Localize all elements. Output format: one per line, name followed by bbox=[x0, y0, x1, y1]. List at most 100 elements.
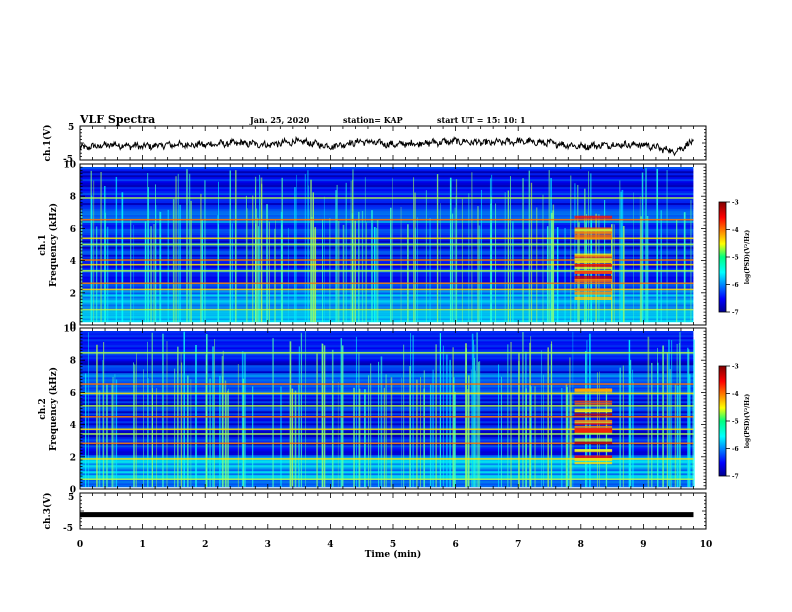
spectrogram-band bbox=[80, 237, 694, 240]
spectrogram-ytick-label: 0 bbox=[70, 322, 76, 332]
spectrogram-row bbox=[80, 192, 694, 196]
spectrogram-row bbox=[80, 363, 694, 366]
spectrogram-spike bbox=[467, 375, 470, 487]
spectrogram-row bbox=[80, 290, 694, 293]
spectrogram-spike bbox=[229, 170, 231, 322]
spectrogram-spike bbox=[222, 350, 224, 487]
spectrogram-spike bbox=[574, 183, 576, 322]
ch2-spectrogram-ticks bbox=[79, 327, 707, 490]
spectrogram-spike bbox=[657, 362, 659, 487]
spectrogram-spike bbox=[221, 356, 224, 487]
spectrogram-spike bbox=[639, 196, 641, 322]
spectrogram-spike bbox=[190, 379, 192, 487]
spectrogram-spike bbox=[153, 223, 155, 322]
spectrogram-spike bbox=[350, 180, 352, 322]
time-axis-tick-label: 2 bbox=[202, 540, 208, 550]
spectrogram-spike bbox=[181, 362, 183, 487]
spectrogram-spike bbox=[111, 383, 113, 487]
spectrogram-spike bbox=[585, 351, 587, 487]
spectrogram-spike bbox=[147, 172, 149, 322]
spectrogram-burst bbox=[574, 413, 613, 416]
spectrogram-band bbox=[80, 352, 694, 354]
spectrogram-ytick-label: 6 bbox=[70, 225, 76, 235]
spectrogram-ytick-label: 10 bbox=[63, 325, 76, 335]
spectrogram-spike bbox=[478, 225, 481, 322]
spectrogram-row bbox=[80, 318, 694, 321]
spectrogram-row bbox=[80, 373, 694, 376]
spectrogram-band bbox=[80, 458, 694, 460]
spectrogram-row bbox=[80, 180, 694, 184]
spectrogram-spike bbox=[227, 388, 229, 487]
spectrogram-spike bbox=[259, 174, 261, 322]
spectrogram-band bbox=[80, 270, 694, 272]
spectrogram-spike bbox=[628, 339, 631, 487]
spectrogram-row bbox=[80, 222, 694, 225]
spectrogram-burst bbox=[574, 441, 613, 445]
spectrogram-spike bbox=[217, 224, 220, 322]
spectrogram-spike bbox=[641, 172, 644, 322]
spectrogram-spike bbox=[410, 333, 411, 487]
spectrogram-row bbox=[80, 188, 694, 192]
spectrogram-spike bbox=[590, 173, 592, 322]
colorbar-tick-label: -7 bbox=[732, 310, 739, 317]
spectrogram-band bbox=[80, 259, 694, 261]
spectrogram-band bbox=[80, 392, 694, 395]
spectrogram-row bbox=[80, 333, 694, 336]
spectrogram-spike bbox=[678, 343, 680, 487]
spectrogram-spike bbox=[209, 378, 211, 487]
time-axis-tick-label: 6 bbox=[452, 540, 458, 550]
spectrogram-spike bbox=[227, 390, 229, 487]
spectrogram-row bbox=[80, 220, 694, 223]
spectrogram-spike bbox=[316, 353, 318, 487]
spectrogram-spike bbox=[359, 388, 361, 487]
ch1-spectrogram-ticks bbox=[79, 163, 707, 326]
spectrogram-row bbox=[80, 168, 694, 172]
time-axis-label: Time (min) bbox=[365, 549, 422, 560]
spectrogram-row bbox=[80, 256, 694, 259]
spectrogram-spike bbox=[305, 331, 306, 487]
ch1-frequency-label: Frequency (kHz) bbox=[48, 203, 59, 287]
spectrogram-spike bbox=[336, 184, 338, 322]
spectrogram-spike bbox=[498, 364, 500, 487]
time-axis-tick-label: 3 bbox=[265, 540, 271, 550]
spectrogram-spike bbox=[235, 205, 237, 322]
spectrogram-spike bbox=[669, 369, 671, 487]
spectrogram-spike bbox=[147, 378, 149, 487]
spectrogram-spike bbox=[364, 177, 366, 322]
spectrogram-spike bbox=[548, 170, 550, 322]
spectrogram-burst bbox=[574, 270, 613, 274]
spectrogram-row bbox=[80, 254, 694, 257]
spectrogram-row bbox=[80, 280, 694, 283]
spectrogram-spike bbox=[614, 224, 615, 322]
spectrogram-row bbox=[80, 230, 694, 233]
spectrogram-row bbox=[80, 167, 694, 170]
spectrogram-band bbox=[80, 197, 694, 199]
spectrogram-burst bbox=[574, 425, 613, 428]
spectrogram-spike bbox=[364, 389, 366, 487]
spectrogram-spike bbox=[478, 361, 480, 487]
spectrogram-spike bbox=[510, 341, 512, 487]
spectrogram-spike bbox=[80, 214, 83, 322]
spectrogram-spike bbox=[674, 384, 676, 487]
spectrogram-burst bbox=[574, 288, 613, 292]
spectrogram-row bbox=[80, 238, 694, 241]
spectrogram-spike bbox=[542, 194, 544, 322]
spectrogram-spike bbox=[413, 177, 415, 322]
spectrogram-spike bbox=[528, 170, 530, 322]
spectrogram-spike bbox=[671, 340, 673, 487]
spectrogram-spike bbox=[612, 223, 614, 322]
spectrogram-spike bbox=[480, 189, 482, 322]
spectrogram-spike bbox=[679, 332, 681, 487]
spectrogram-spike bbox=[144, 221, 147, 322]
spectrogram-row bbox=[80, 178, 694, 182]
spectrogram-band bbox=[80, 478, 694, 480]
spectrogram-spike bbox=[304, 174, 306, 322]
spectrogram-spike bbox=[572, 331, 574, 487]
spectrogram-row bbox=[80, 341, 694, 344]
spectrogram-spike bbox=[307, 170, 309, 322]
spectrogram-row bbox=[80, 343, 694, 346]
spectrogram-spike bbox=[133, 364, 136, 487]
ch3-ytick-top: 5 bbox=[68, 493, 74, 503]
spectrogram-row bbox=[80, 250, 694, 253]
spectrogram-spike bbox=[162, 333, 164, 487]
